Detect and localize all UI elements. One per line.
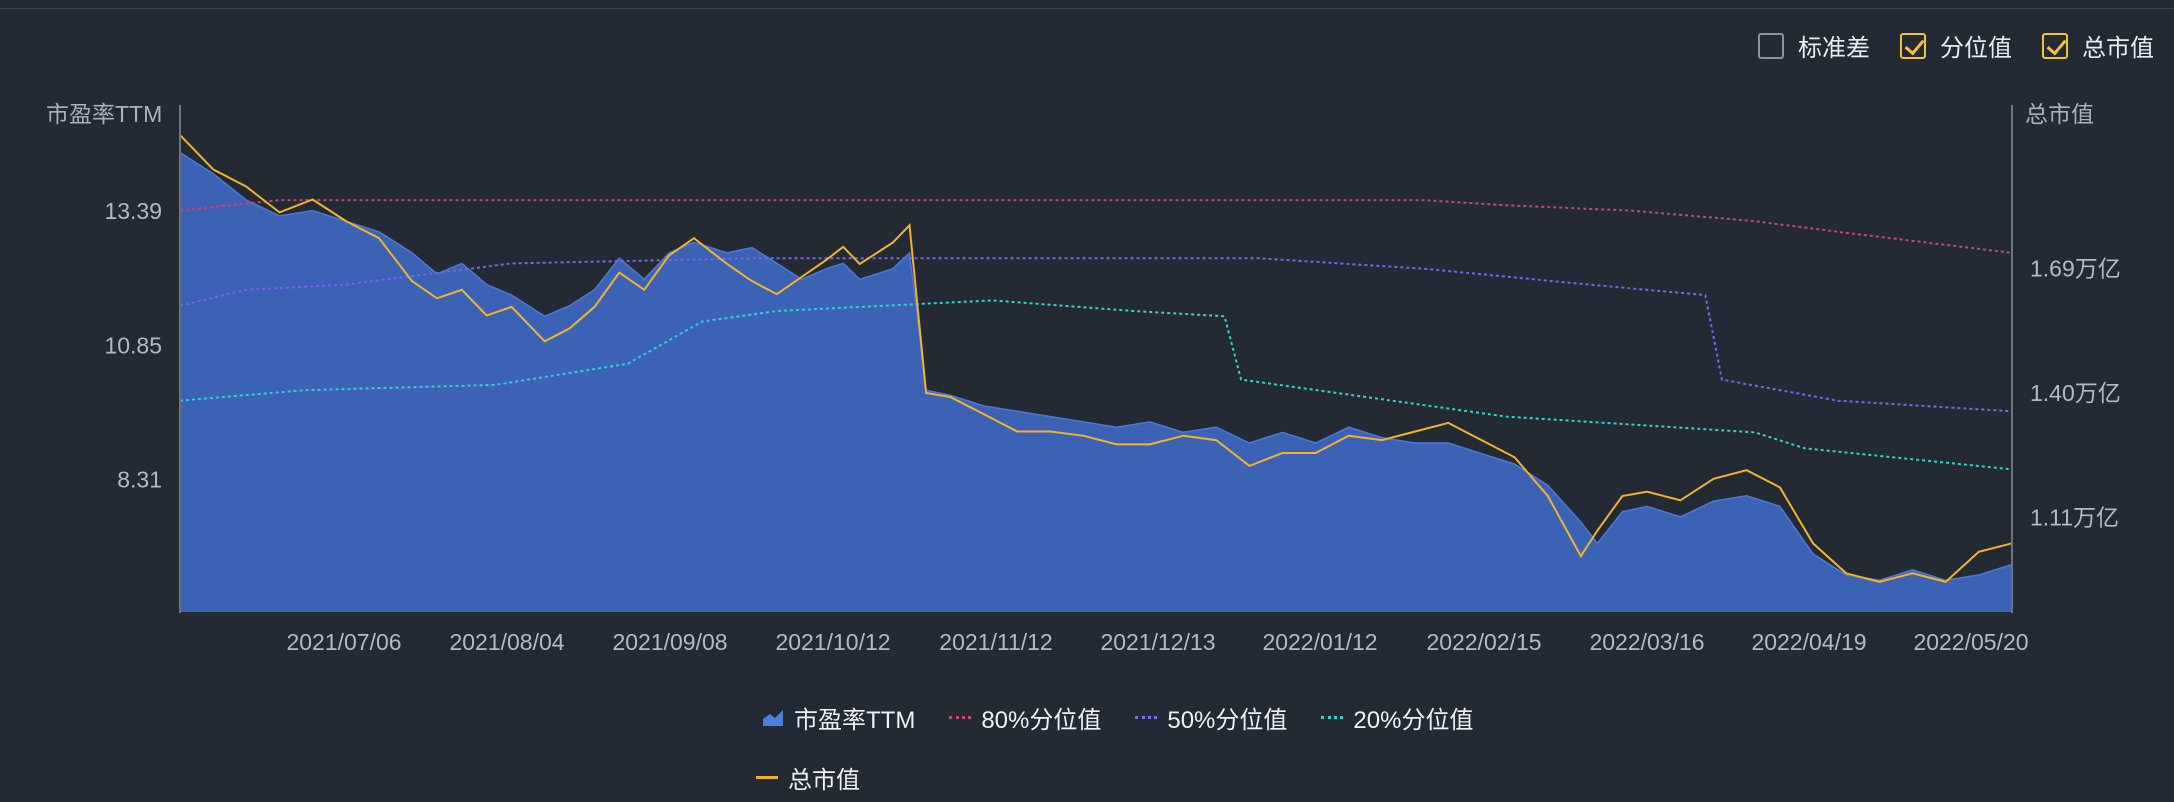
pe-ttm-line <box>179 151 2013 582</box>
market-cap-label: 总市值 <box>2082 35 2154 62</box>
std-dev-label: 标准差 <box>1798 35 1870 62</box>
dotted-line-icon <box>949 716 972 719</box>
x-tick-label: 2021/08/04 <box>449 629 564 655</box>
pe-ttm-area <box>180 152 2012 612</box>
percentile-line <box>179 199 2013 254</box>
x-tick-label: 2022/04/19 <box>1751 629 1866 655</box>
market-cap-line <box>179 134 2013 584</box>
percentile-line <box>179 299 2013 471</box>
x-tick-label: 2022/02/15 <box>1426 629 1541 655</box>
legend-market-cap-label: 总市值 <box>788 767 860 794</box>
x-tick-label: 2022/03/16 <box>1589 629 1704 655</box>
x-tick-label: 2021/12/13 <box>1100 629 1215 655</box>
top-divider <box>0 8 2174 9</box>
left-tick-label: 10.85 <box>104 332 162 358</box>
legend-row-2: 总市值 <box>756 760 860 795</box>
right-tick-label: 1.69万亿 <box>2030 255 2121 281</box>
percentile-line <box>179 257 2013 413</box>
legend-p50[interactable]: 50%分位值 <box>1135 700 1287 735</box>
left-tick-label: 8.31 <box>117 466 162 492</box>
right-tick-label: 1.11万亿 <box>2030 504 2119 530</box>
left-tick-label: 13.39 <box>104 198 162 224</box>
toggle-percentile[interactable]: 分位值 <box>1900 28 2012 63</box>
legend-p20-label: 20%分位值 <box>1353 707 1474 734</box>
std-dev-checkbox[interactable] <box>1758 32 1784 59</box>
right-axis-title: 总市值 <box>2025 101 2094 127</box>
x-tick-label: 2022/01/12 <box>1262 629 1377 655</box>
market-cap-checkbox[interactable] <box>2042 32 2068 59</box>
legend-market-cap[interactable]: 总市值 <box>756 760 860 795</box>
percentile-checkbox[interactable] <box>1900 32 1926 59</box>
percentile-label: 分位值 <box>1940 35 2012 62</box>
display-toggles: 标准差 分位值 总市值 <box>1758 28 2154 63</box>
legend-pe-ttm[interactable]: 市盈率TTM <box>762 700 915 735</box>
legend-p50-label: 50%分位值 <box>1167 707 1288 734</box>
dotted-line-icon <box>1135 716 1158 719</box>
x-tick-label: 2021/07/06 <box>286 629 401 655</box>
area-chart-icon <box>763 709 783 726</box>
x-tick-label: 2021/11/12 <box>939 629 1052 655</box>
solid-line-icon <box>756 776 778 779</box>
right-tick-label: 1.40万亿 <box>2030 380 2121 406</box>
left-axis-title: 市盈率TTM <box>46 101 162 127</box>
legend-pe-ttm-label: 市盈率TTM <box>794 707 916 734</box>
legend-p20[interactable]: 20%分位值 <box>1321 700 1473 735</box>
legend-row-1: 市盈率TTM 80%分位值 50%分位值 20%分位值 <box>762 700 1473 735</box>
toggle-std-dev[interactable]: 标准差 <box>1758 28 1870 63</box>
x-tick-label: 2021/10/12 <box>775 629 890 655</box>
x-tick-label: 2022/05/20 <box>1913 629 2028 655</box>
toggle-market-cap[interactable]: 总市值 <box>2042 28 2154 63</box>
x-tick-label: 2021/09/08 <box>612 629 727 655</box>
dotted-line-icon <box>1321 716 1344 719</box>
legend-p80[interactable]: 80%分位值 <box>949 700 1101 735</box>
legend-p80-label: 80%分位值 <box>981 707 1102 734</box>
